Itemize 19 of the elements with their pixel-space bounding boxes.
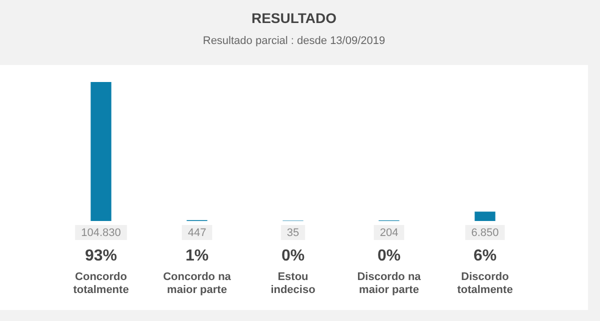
text: 0% [377,247,401,264]
bar [90,82,112,221]
chart-subtitle: Resultado parcial : desde 13/09/2019 [202,35,386,47]
data-label: 35 [286,227,300,240]
data-label: 447 [188,227,206,240]
chart-title: RESULTADO [250,10,338,26]
x-tick-label: Concordo totalmente [73,271,129,296]
data-label: 204 [380,227,398,240]
text: 6% [473,247,497,264]
x-tick-label: Concordo na maior parte [163,271,232,296]
data-label: 104.830 [81,227,121,240]
data-label: 6.850 [471,227,499,240]
text: 93% [84,247,118,264]
text: 0% [281,247,305,264]
bar [474,212,496,221]
x-tick-label: Discordo na maior parte [357,271,422,296]
text: 1% [185,247,209,264]
x-tick-label: Discordo totalmente [457,271,513,296]
x-tick-label: Estou indeciso [270,271,316,296]
